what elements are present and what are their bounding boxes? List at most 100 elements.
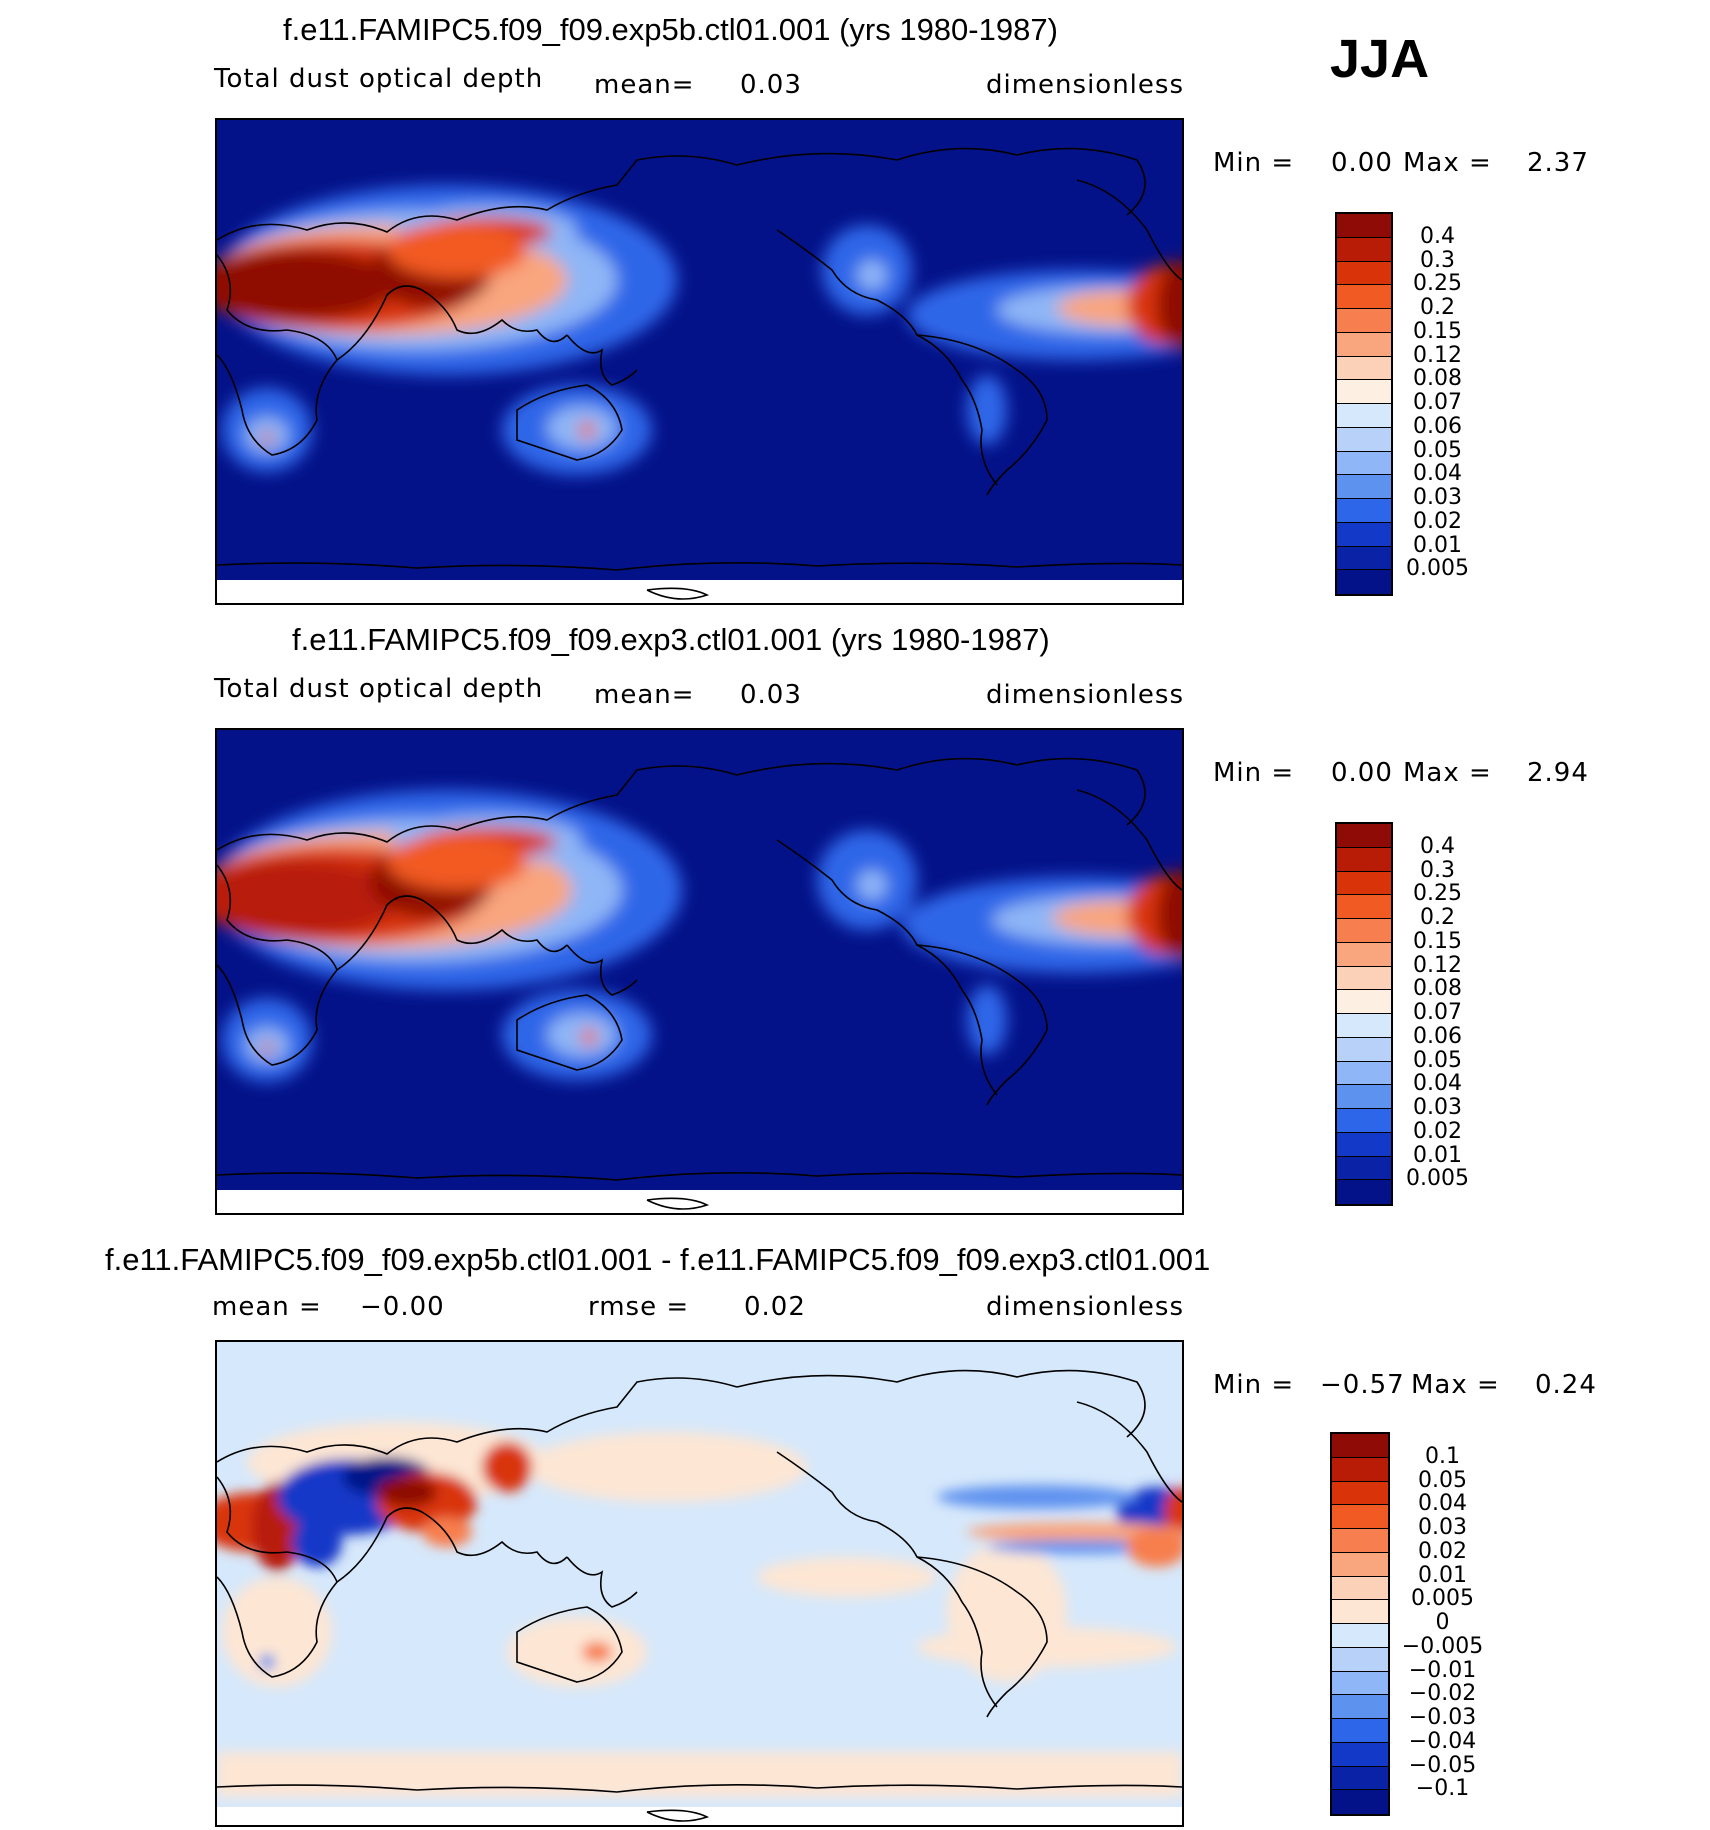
colorbar-tick-label: 0.1 (1425, 1443, 1460, 1469)
colorbar-tick-label: 0.06 (1413, 1023, 1462, 1049)
season-label: JJA (1330, 29, 1430, 89)
colorbar-swatch (1332, 1457, 1388, 1482)
colorbar-swatch (1337, 356, 1391, 381)
coastlines (217, 147, 1182, 600)
colorbar-swatch (1337, 546, 1391, 571)
panel1-variable: Total dust optical depth (214, 64, 544, 94)
colorbar-swatch (1337, 1180, 1391, 1204)
panel2-min-value: 0.00 (1331, 758, 1393, 788)
panel1-dust-field (217, 120, 1182, 600)
colorbar-swatch (1337, 1109, 1391, 1133)
colorbar-tick-label: 0.25 (1413, 881, 1462, 907)
colorbar-swatch (1332, 1552, 1388, 1577)
colorbar-tick-label: 0.15 (1413, 928, 1462, 954)
panel1-map (215, 118, 1184, 605)
colorbar-swatch (1337, 427, 1391, 452)
colorbar-tick-label: 0.08 (1413, 976, 1462, 1002)
panel3-max-label: Max = (1411, 1370, 1500, 1400)
colorbar-swatch (1332, 1600, 1388, 1624)
colorbar-swatch (1337, 475, 1391, 499)
colorbar-tick-label: 0.05 (1413, 437, 1462, 463)
panel3-units: dimensionless (986, 1292, 1184, 1322)
colorbar-tick-label: 0.02 (1413, 1118, 1462, 1144)
colorbar-tick-label: 0.03 (1413, 485, 1462, 510)
colorbar-swatch (1332, 1766, 1388, 1791)
panel3-title: f.e11.FAMIPC5.f09_f09.exp5b.ctl01.001 - … (105, 1242, 1211, 1277)
colorbar-swatch (1337, 451, 1391, 476)
panel1-mean-label: mean= (594, 70, 695, 100)
panel3-mean-value: −0.00 (360, 1292, 445, 1322)
colorbar-swatch (1337, 332, 1391, 357)
colorbar-tick-label: 0.12 (1413, 342, 1462, 368)
panel1-colorbar (1335, 212, 1393, 596)
colorbar-swatch (1332, 1790, 1388, 1814)
colorbar-swatch (1337, 919, 1391, 943)
colorbar-tick-label: 0.03 (1413, 1095, 1462, 1120)
colorbar-swatch (1337, 214, 1391, 238)
colorbar-swatch (1337, 847, 1391, 872)
colorbar-tick-label: 0.01 (1413, 1142, 1462, 1168)
colorbar-tick-label: 0.12 (1413, 952, 1462, 978)
colorbar-swatch (1332, 1719, 1388, 1743)
panel3-colorbar-labels: 0.1 0.05 0.04 0.03 0.02 0.01 0.005 0 −0.005 −0.01… (1395, 1432, 1490, 1812)
colorbar-tick-label: 0.03 (1418, 1515, 1467, 1540)
colorbar-tick-label: 0.2 (1420, 295, 1455, 320)
panel3-map (215, 1340, 1184, 1827)
colorbar-tick-label: 0.25 (1413, 271, 1462, 297)
coastlines (217, 1369, 1182, 1822)
colorbar-swatch (1337, 966, 1391, 991)
colorbar-tick-label: 0.01 (1413, 532, 1462, 558)
panel2-colorbar (1335, 822, 1393, 1206)
panel2-min-label: Min = (1213, 758, 1295, 788)
panel1-max-label: Max = (1403, 148, 1492, 178)
colorbar-swatch (1332, 1505, 1388, 1529)
colorbar-tick-label: −0.03 (1408, 1705, 1477, 1730)
colorbar-swatch (1337, 871, 1391, 896)
colorbar-tick-label: 0.02 (1413, 508, 1462, 534)
colorbar-swatch (1337, 522, 1391, 547)
colorbar-tick-label: 0.07 (1413, 1000, 1462, 1025)
colorbar-swatch (1337, 942, 1391, 967)
colorbar-swatch (1332, 1742, 1388, 1767)
panel2-dust-field (217, 730, 1182, 1210)
panel2-variable: Total dust optical depth (214, 674, 544, 704)
panel1-colorbar-labels: 0.4 0.3 0.25 0.2 0.15 0.12 0.08 0.07 0.06 0.05 0.0… (1400, 212, 1475, 592)
panel1-title: f.e11.FAMIPC5.f09_f09.exp5b.ctl01.001 (y… (283, 12, 1058, 47)
panel2-max-label: Max = (1403, 758, 1492, 788)
colorbar-tick-label: 0.01 (1418, 1562, 1467, 1588)
panel2-title: f.e11.FAMIPC5.f09_f09.exp3.ctl01.001 (yr… (292, 622, 1050, 657)
colorbar-tick-label: −0.02 (1408, 1681, 1477, 1707)
panel2-max-value: 2.94 (1527, 758, 1589, 788)
panel1-min-value: 0.00 (1331, 148, 1393, 178)
colorbar-tick-label: 0 (1435, 1610, 1450, 1635)
colorbar-tick-label: 0.4 (1420, 223, 1455, 249)
coastlines (217, 757, 1182, 1210)
colorbar-swatch (1337, 380, 1391, 404)
colorbar-swatch (1332, 1434, 1388, 1458)
colorbar-tick-label: 0.04 (1413, 461, 1462, 487)
colorbar-tick-label: 0.4 (1420, 833, 1455, 859)
colorbar-tick-label: 0.3 (1420, 247, 1455, 273)
panel3-mean-label: mean = (212, 1292, 322, 1322)
colorbar-swatch (1337, 1156, 1391, 1181)
colorbar-tick-label: 0.04 (1418, 1491, 1467, 1517)
colorbar-swatch (1337, 990, 1391, 1014)
colorbar-tick-label: 0.05 (1418, 1467, 1467, 1493)
colorbar-swatch (1337, 1061, 1391, 1086)
colorbar-swatch (1332, 1576, 1388, 1601)
panel2-mean-label: mean= (594, 680, 695, 710)
colorbar-tick-label: 0.05 (1413, 1047, 1462, 1073)
colorbar-swatch (1337, 237, 1391, 262)
colorbar-tick-label: 0.07 (1413, 390, 1462, 415)
colorbar-tick-label: 0.3 (1420, 857, 1455, 883)
colorbar-tick-label: 0.005 (1406, 1166, 1469, 1192)
colorbar-swatch (1332, 1671, 1388, 1696)
colorbar-tick-label: −0.01 (1408, 1657, 1477, 1683)
colorbar-tick-label: −0.1 (1415, 1776, 1470, 1802)
colorbar-swatch (1337, 1132, 1391, 1157)
colorbar-tick-label: 0.04 (1413, 1071, 1462, 1097)
colorbar-swatch (1332, 1647, 1388, 1672)
panel3-min-value: −0.57 (1320, 1370, 1405, 1400)
panel1-mean-value: 0.03 (740, 70, 802, 100)
colorbar-swatch (1337, 499, 1391, 523)
